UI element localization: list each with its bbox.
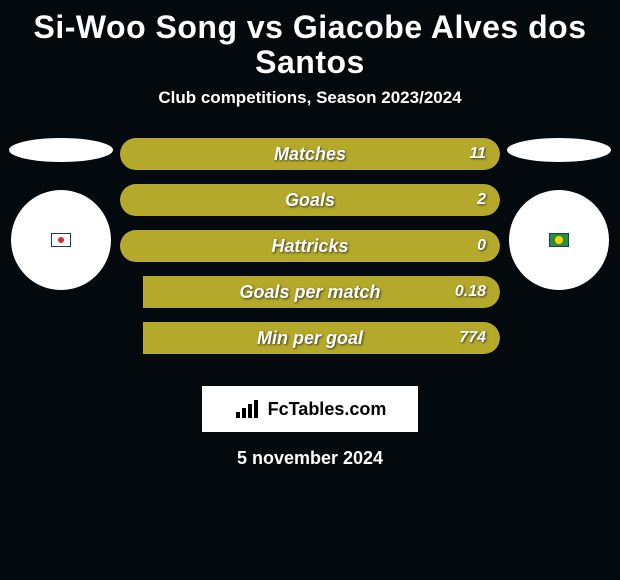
- player-right-avatar: [509, 190, 609, 290]
- player-left-column: [6, 126, 116, 368]
- player-right-flag-icon: [549, 233, 569, 247]
- stat-fill-right: [120, 138, 500, 170]
- bars-icon: [234, 398, 262, 420]
- site-logo: FcTables.com: [202, 386, 418, 432]
- stat-row: 0.18Goals per match: [120, 276, 500, 308]
- player-right-name-pill: [507, 138, 611, 162]
- export-date: 5 november 2024: [0, 432, 620, 469]
- player-left-avatar: [11, 190, 111, 290]
- player-left-name-pill: [9, 138, 113, 162]
- site-logo-text: FcTables.com: [268, 399, 387, 420]
- stat-row: 0Hattricks: [120, 230, 500, 262]
- player-left-flag-icon: [51, 233, 71, 247]
- page-title: Si-Woo Song vs Giacobe Alves dos Santos: [0, 0, 620, 84]
- stat-fill-right: [120, 230, 500, 262]
- stat-row: 11Matches: [120, 138, 500, 170]
- comparison-layout: 11Matches 2Goals 0Hattricks 0.18Goals per m…: [0, 126, 620, 368]
- stat-bars: 11Matches 2Goals 0Hattricks 0.18Goals per m…: [116, 126, 504, 368]
- stat-row: 774Min per goal: [120, 322, 500, 354]
- stat-fill-right: [143, 322, 500, 354]
- page-subtitle: Club competitions, Season 2023/2024: [0, 84, 620, 126]
- player-right-column: [504, 126, 614, 368]
- stat-fill-right: [120, 184, 500, 216]
- stat-row: 2Goals: [120, 184, 500, 216]
- stat-fill-right: [143, 276, 500, 308]
